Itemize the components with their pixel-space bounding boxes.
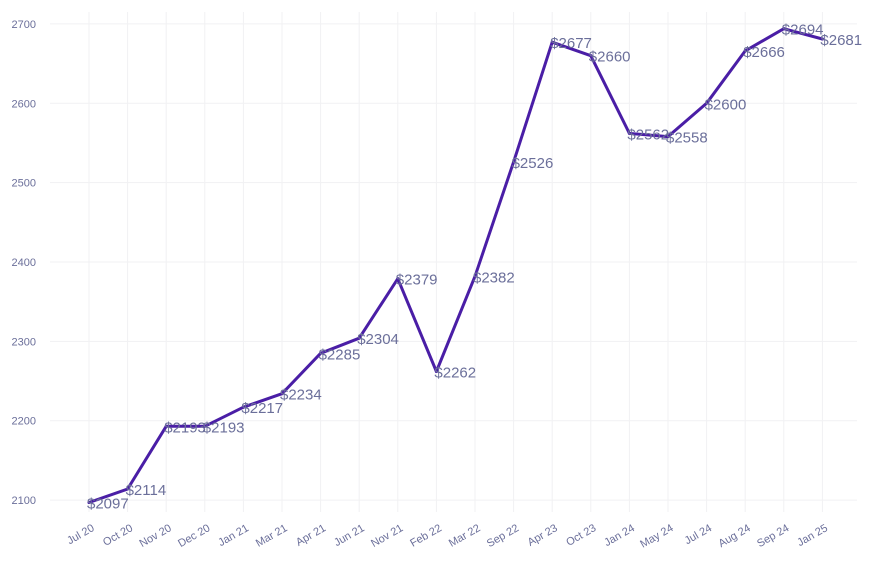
data-point <box>820 37 824 41</box>
data-point <box>203 424 207 428</box>
x-tick-label: Nov 21 <box>369 522 405 550</box>
data-label: $2234 <box>280 387 322 404</box>
x-tick-label: Dec 20 <box>176 522 212 550</box>
data-point <box>782 27 786 31</box>
x-tick-label: Sep 22 <box>485 522 521 550</box>
data-label: $2694 <box>782 22 824 39</box>
x-tick-label: Feb 22 <box>408 522 444 550</box>
data-point <box>550 40 554 44</box>
y-tick-label: 2200 <box>12 416 36 428</box>
data-point <box>589 54 593 58</box>
x-tick-label: Apr 21 <box>294 522 328 549</box>
data-point <box>280 392 284 396</box>
x-tick-label: Sep 24 <box>755 522 791 550</box>
data-point <box>666 135 670 139</box>
data-point <box>319 351 323 355</box>
data-label: $2304 <box>357 331 399 348</box>
x-tick-label: Jun 21 <box>332 522 367 549</box>
data-label: $2562 <box>627 126 669 143</box>
y-tick-label: 2100 <box>12 495 36 507</box>
data-point <box>396 277 400 281</box>
data-point <box>164 424 168 428</box>
x-tick-label: Jan 21 <box>216 522 251 549</box>
data-label: $2379 <box>396 272 438 289</box>
x-tick-label: Aug 24 <box>716 522 752 550</box>
data-point <box>434 370 438 374</box>
x-tick-label: Jul 24 <box>683 522 714 547</box>
data-point <box>473 274 477 278</box>
data-point <box>126 487 130 491</box>
data-label: $2193 <box>203 419 245 436</box>
x-tick-label: Mar 22 <box>447 522 483 550</box>
data-point <box>87 500 91 504</box>
data-label: $2660 <box>589 49 631 66</box>
y-axis-tick-labels: 2100 2200 2300 2400 2500 2600 2700 <box>12 19 36 507</box>
x-tick-label: Apr 23 <box>526 522 560 549</box>
x-axis-tick-labels: Jul 20 Oct 20 Nov 20 Dec 20 Jan 21 Mar 21 Apr … <box>65 522 830 550</box>
data-label: $2681 <box>820 32 862 49</box>
data-label: $2677 <box>550 35 592 52</box>
x-tick-label: Oct 23 <box>564 522 598 549</box>
x-tick-label: Jan 24 <box>602 522 637 549</box>
data-point <box>512 160 516 164</box>
y-tick-label: 2400 <box>12 257 36 269</box>
data-label: $2285 <box>319 346 361 363</box>
horizontal-gridlines <box>50 23 857 501</box>
data-point <box>705 101 709 105</box>
data-label: $2097 <box>87 495 129 512</box>
data-label: $2114 <box>126 482 167 499</box>
y-tick-label: 2300 <box>12 336 36 348</box>
x-tick-label: May 24 <box>638 522 675 550</box>
x-tick-label: Nov 20 <box>138 522 174 550</box>
y-tick-label: 2700 <box>12 19 36 31</box>
data-point <box>743 49 747 53</box>
x-tick-label: Jul 20 <box>65 522 96 547</box>
y-tick-label: 2600 <box>12 98 36 110</box>
data-labels: $2097$2114 $2193$2193 $2217$2234 $2285$2304… <box>87 22 862 513</box>
data-point <box>241 405 245 409</box>
data-point <box>357 336 361 340</box>
x-tick-label: Jan 25 <box>795 522 830 549</box>
data-label: $2600 <box>705 96 747 113</box>
x-tick-label: Mar 21 <box>254 522 290 550</box>
data-label: $2558 <box>666 130 708 147</box>
data-point <box>627 131 631 135</box>
data-label: $2217 <box>241 400 283 417</box>
series-line <box>87 27 824 504</box>
data-label: $2262 <box>434 365 476 382</box>
x-tick-label: Oct 20 <box>101 522 135 549</box>
data-label: $2193 <box>164 419 206 436</box>
y-tick-label: 2500 <box>12 178 36 190</box>
data-label: $2526 <box>512 155 554 172</box>
data-label: $2666 <box>743 44 785 61</box>
data-label: $2382 <box>473 269 515 286</box>
